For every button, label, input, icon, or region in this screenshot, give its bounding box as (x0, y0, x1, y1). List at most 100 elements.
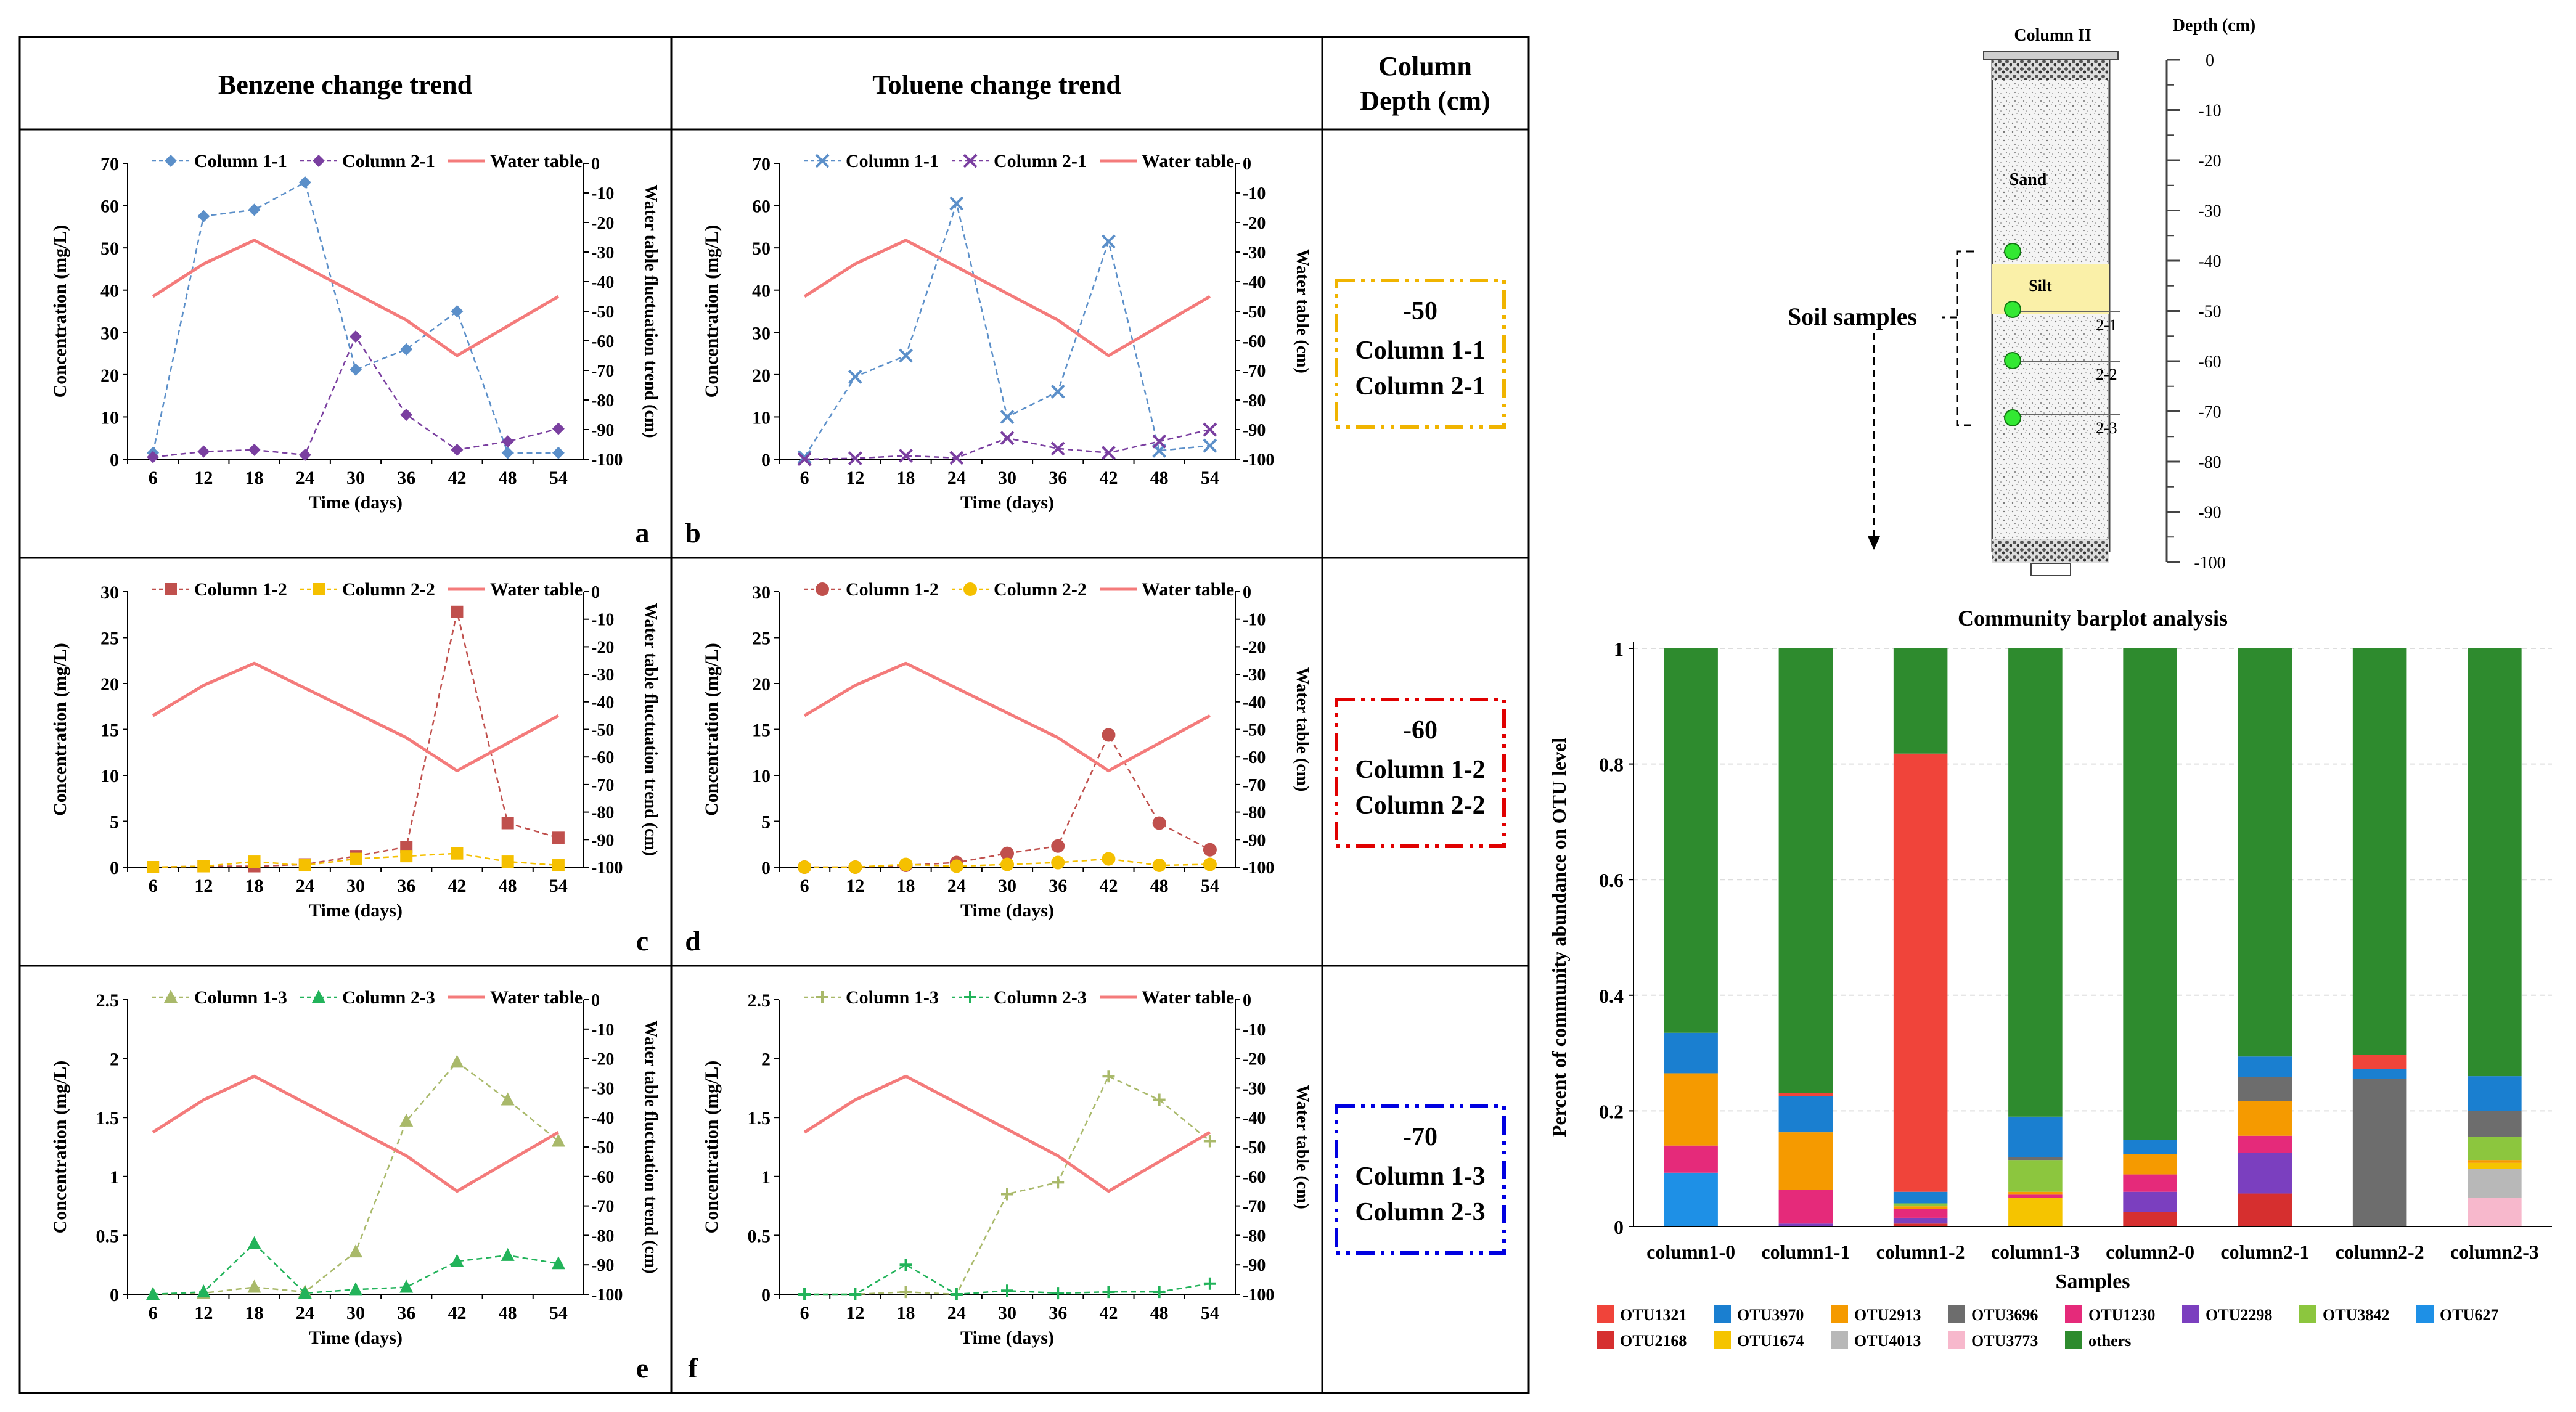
legend-label: Column 2-3 (342, 987, 435, 1008)
y2-tick-label: -90 (1243, 1256, 1266, 1275)
data-point (552, 422, 565, 435)
legend-item: Column 2-2 (300, 579, 435, 600)
data-point (247, 1279, 261, 1293)
chart-panel-a: 0 10 20 30 40 50 60 70 0 -10 -20 -30 -40 -50 -60 -70 -80… (50, 151, 660, 549)
y-tick-label: 25 (100, 629, 119, 649)
x-tick-label: 6 (149, 876, 158, 896)
legend-item: OTU2913 (1831, 1305, 1921, 1324)
legend-marker (313, 155, 325, 167)
bar-segment-otu1674 (2468, 1162, 2522, 1169)
sample-dot (2004, 352, 2021, 369)
soil-samples-label: Soil samples (1788, 303, 1917, 330)
data-point (949, 451, 964, 465)
y-tick-label: 0.5 (748, 1226, 771, 1246)
top-gravel-layer (1992, 59, 2109, 80)
legend-swatch (1948, 1305, 1965, 1323)
data-point (451, 443, 464, 456)
legend-item: OTU1321 (1597, 1305, 1687, 1324)
bar-segment-otu627 (1664, 1172, 1718, 1226)
x-axis-label: Time (days) (960, 1328, 1054, 1348)
legend-marker (816, 991, 828, 1003)
legend-swatch (1597, 1305, 1614, 1323)
y2-tick-label: 0 (591, 155, 600, 174)
ruler-tick-label: -70 (2198, 403, 2221, 422)
chart-panel-d: 0 5 10 15 20 25 30 0 -10 -20 -30 -40 -50 -60 -70 -80 -90… (685, 579, 1312, 957)
legend-item: OTU627 (2416, 1305, 2498, 1324)
data-point (197, 860, 210, 873)
legend-item: Water table (448, 987, 583, 1008)
x-tick-label: 18 (897, 876, 915, 896)
y2-tick-label: -80 (1243, 1226, 1266, 1246)
depth-column-b: Column 2-3 (1355, 1198, 1485, 1226)
legend-item: OTU1674 (1714, 1331, 1804, 1350)
data-point (1203, 438, 1217, 453)
x-tick-label: 36 (1049, 876, 1067, 896)
y2-tick-label: -40 (591, 273, 614, 292)
y2-tick-label: -90 (1243, 831, 1266, 850)
ruler-tick-label: -50 (2198, 303, 2221, 322)
ruler-tick-label: -90 (2198, 504, 2221, 523)
bar-segment-otu2298 (1893, 1217, 1948, 1224)
data-point (350, 852, 362, 865)
y2-tick-label: -10 (1243, 184, 1266, 203)
data-point (1203, 843, 1217, 857)
y-tick-label: 1 (761, 1167, 771, 1188)
legend-marker (816, 582, 829, 596)
data-point (350, 330, 362, 343)
x-tick-label: 48 (499, 876, 517, 896)
x-tick-label: 54 (549, 1303, 568, 1323)
column-outlet (2030, 563, 2071, 576)
y2-tick-label: -80 (591, 391, 614, 410)
data-point (848, 451, 862, 466)
y-tick-label: 0.4 (1599, 985, 1624, 1007)
bar-segment-otu2298 (1778, 1223, 1833, 1226)
bar-segment-otu3842 (2468, 1137, 2522, 1161)
data-point (899, 1259, 912, 1271)
legend-item: Column 2-3 (952, 987, 1087, 1008)
x-tick-label: 18 (897, 1303, 915, 1323)
data-point (298, 176, 311, 189)
data-point (298, 1286, 312, 1299)
category-label: column1-3 (1991, 1241, 2080, 1263)
bar-segment-otu2168 (1893, 1223, 1948, 1226)
y2-tick-label: -20 (591, 214, 614, 233)
data-point (1152, 859, 1166, 873)
depth-column-b: Column 2-2 (1355, 791, 1485, 820)
legend-label: OTU1230 (2088, 1306, 2155, 1324)
legend-label: OTU3842 (2323, 1306, 2389, 1324)
y-tick-label: 20 (100, 365, 119, 386)
legend-item: Column 2-1 (952, 151, 1087, 171)
bar-segment-otu3970 (2008, 1116, 2063, 1157)
legend-label: OTU627 (2440, 1306, 2498, 1324)
y-tick-label: 0 (761, 450, 771, 470)
y-tick-label: 0.2 (1599, 1100, 1624, 1122)
y2-tick-label: -10 (591, 611, 614, 630)
x-tick-label: 18 (245, 1303, 264, 1323)
bar-segment-otu3970 (2468, 1076, 2522, 1111)
data-point (400, 343, 413, 356)
legend-label: Column 2-3 (994, 987, 1087, 1008)
legend-item: OTU3773 (1948, 1331, 2038, 1350)
ruler-tick-label: -20 (2198, 152, 2221, 171)
data-point (298, 859, 311, 872)
ruler-tick-label: -40 (2198, 252, 2221, 271)
y2-tick-label: -50 (1243, 303, 1266, 322)
data-point (400, 850, 413, 863)
y2-tick-label: -100 (1243, 1286, 1274, 1305)
y-tick-label: 60 (752, 197, 771, 217)
y-tick-label: 0.8 (1599, 754, 1624, 776)
data-point (451, 605, 464, 618)
x-axis-label: Samples (2056, 1270, 2130, 1293)
y2-axis-label: Water table fluctuation trend (cm) (641, 1020, 660, 1273)
legend-label: Water table (1142, 987, 1234, 1008)
y-tick-label: 15 (100, 720, 119, 741)
legend-label: Column 2-2 (994, 579, 1087, 600)
x-tick-label: 48 (1150, 468, 1169, 488)
legend-label: Water table (490, 579, 583, 600)
legend-label: Column 2-2 (342, 579, 435, 600)
depth-box-70: -70 Column 1-3 Column 2-3 (1335, 1104, 1506, 1255)
y2-axis-label: Water table fluctuation trend (cm) (641, 603, 660, 856)
legend-label: OTU3970 (1737, 1306, 1804, 1324)
x-tick-label: 30 (346, 1303, 365, 1323)
y2-tick-label: -60 (591, 748, 614, 767)
